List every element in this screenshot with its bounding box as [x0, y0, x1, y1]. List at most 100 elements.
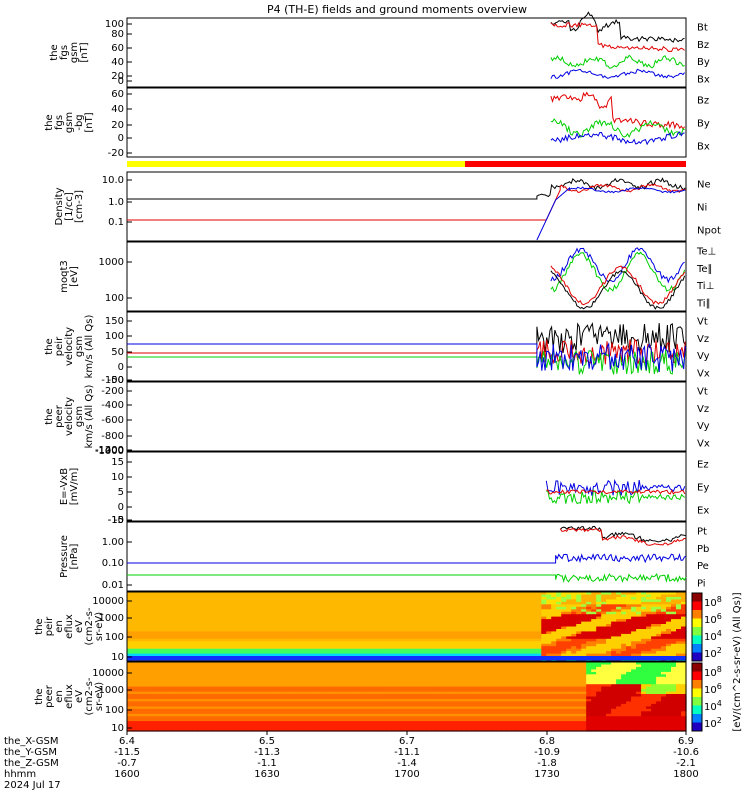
spectrogram-cell [446, 626, 452, 630]
spectrogram-cell [556, 651, 562, 655]
spectrogram-cell [301, 711, 308, 715]
spectrogram-cell [346, 636, 353, 640]
spectrogram-cell [446, 604, 452, 608]
spectrogram-cell [156, 606, 163, 610]
spectrogram-cell [241, 671, 248, 675]
spectrogram-cell [311, 666, 318, 670]
spectrogram-cell [476, 629, 482, 633]
spectrogram-cell [516, 629, 522, 633]
spectrogram-cell [436, 592, 442, 596]
spectrogram-cell [676, 636, 682, 640]
spectrogram-cell [236, 666, 243, 670]
spectrogram-cell [406, 596, 413, 600]
spectrogram-cell [456, 606, 462, 610]
spectrogram-cell [246, 646, 253, 650]
spectrogram-cell [456, 619, 462, 623]
spectrogram-cell [326, 696, 333, 700]
spectrogram-cell [376, 679, 383, 683]
spectrogram-cell [226, 684, 233, 688]
spectrogram-cell [506, 653, 512, 657]
spectrogram-cell [456, 633, 462, 637]
spectrogram-cell [376, 721, 383, 725]
spectrogram-cell [137, 633, 143, 637]
spectrogram-cell [661, 621, 667, 625]
spectrogram-cell [137, 726, 143, 730]
spectrogram-cell [671, 621, 677, 625]
spectrogram-cell [406, 691, 413, 695]
spectrogram-cell [446, 601, 452, 605]
spectrogram-cell [226, 631, 233, 635]
spectrogram-cell [481, 594, 487, 598]
spectrogram-cell [526, 658, 532, 662]
spectrogram-cell [296, 651, 303, 655]
spectrogram-cell [186, 604, 193, 608]
spectrogram-cell [171, 621, 178, 625]
spectrogram-cell [216, 658, 223, 662]
spectrogram-cell [236, 646, 243, 650]
spectrogram-cell [221, 614, 228, 618]
spectrogram-cell [421, 638, 428, 642]
spectrogram-cell [281, 619, 288, 623]
spectrogram-cell [166, 723, 173, 727]
spectrogram-cell [406, 601, 413, 605]
spectrogram-cell [411, 629, 418, 633]
spectrogram-cell [511, 594, 517, 598]
spectrogram-cell [221, 653, 228, 657]
spectrogram-cell [391, 696, 398, 700]
spectrogram-cell [251, 596, 258, 600]
spectrogram-cell [211, 611, 218, 615]
spectrogram-cell [476, 604, 482, 608]
spectrogram-cell [251, 624, 258, 628]
spectrogram-cell [591, 616, 597, 620]
spectrogram-cell [216, 631, 223, 635]
spectrogram-cell [356, 611, 363, 615]
spectrogram-cell [216, 592, 223, 596]
spectrogram-cell [316, 728, 323, 732]
spectrogram-cell [541, 651, 547, 655]
spectrogram-cell [391, 631, 398, 635]
spectrogram-cell [481, 626, 487, 630]
spectrogram-cell [156, 616, 163, 620]
spectrogram-cell [446, 611, 452, 615]
spectrogram-cell [361, 646, 368, 650]
spectrogram-cell [306, 629, 313, 633]
spectrogram-cell [241, 721, 248, 725]
spectrogram-cell [201, 604, 208, 608]
spectrogram-cell [491, 611, 497, 615]
spectrogram-cell [401, 718, 408, 722]
spectrogram-cell [601, 658, 607, 662]
spectrogram-cell [171, 643, 178, 647]
spectrogram-cell [396, 708, 403, 712]
spectrogram-cell [456, 653, 462, 657]
spectrogram-cell [576, 646, 582, 650]
spectrogram-cell [681, 611, 687, 615]
spectrogram-cell [681, 633, 687, 637]
spectrogram-cell [351, 653, 358, 657]
spectrogram-cell [286, 616, 293, 620]
spectrogram-cell [326, 694, 333, 698]
spectrogram-cell [127, 643, 133, 647]
spectrogram-cell [396, 609, 403, 613]
spectrogram-cell [586, 601, 592, 605]
spectrogram-cell [386, 686, 393, 690]
spectrogram-cell [576, 614, 582, 618]
spectrogram-cell [196, 601, 203, 605]
spectrogram-cell [431, 666, 438, 670]
spectrogram-cell [206, 599, 213, 603]
spectrogram-cell [611, 601, 617, 605]
spectrogram-cell [506, 633, 512, 637]
spectrogram-cell [496, 646, 502, 650]
spectrogram-cell [201, 594, 208, 598]
spectrogram-cell [326, 638, 333, 642]
spectrogram-cell [376, 636, 383, 640]
spectrogram-cell [276, 723, 283, 727]
spectrogram-cell [231, 662, 238, 666]
spectrogram-cell [246, 669, 253, 673]
spectrogram-cell [246, 691, 253, 695]
spectrogram-cell [401, 609, 408, 613]
spectrogram-cell [261, 653, 268, 657]
spectrogram-cell [416, 662, 423, 666]
spectrogram-cell [191, 624, 198, 628]
spectrogram-cell [411, 708, 418, 712]
spectrogram-cell [291, 619, 298, 623]
